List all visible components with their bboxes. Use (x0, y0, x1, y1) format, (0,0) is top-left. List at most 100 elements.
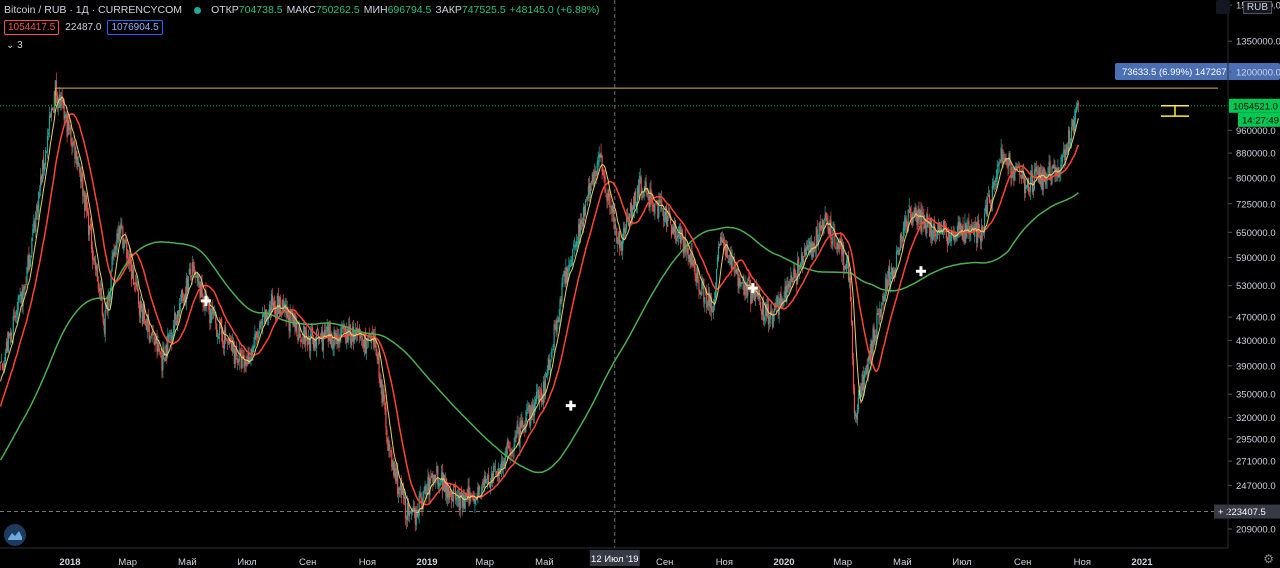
price-tick-label: 271000.0 (1236, 457, 1276, 468)
candle-body (173, 325, 175, 334)
candle-body (551, 351, 553, 353)
candle-body (831, 240, 833, 244)
candle-body (20, 293, 22, 297)
candle-body (72, 142, 74, 148)
indicators-toggle[interactable]: ⌄ 3 (6, 40, 23, 51)
candle-body (605, 194, 607, 197)
candle-body (979, 230, 981, 234)
candle-body (777, 296, 779, 313)
candle-body (639, 176, 641, 180)
measure-tag (1115, 63, 1280, 80)
candle-body (623, 228, 625, 241)
candle-body (844, 266, 846, 268)
candle-body (51, 108, 53, 110)
candle-body (88, 225, 91, 235)
candle-body (219, 322, 221, 336)
symbol-title[interactable]: Bitcoin / RUB · 1Д · CURRENCYCOM (4, 4, 183, 16)
candle-body (1033, 169, 1036, 190)
candle-body (788, 281, 790, 288)
candle-body (553, 324, 555, 348)
candle-body (422, 491, 424, 509)
candle-body (1065, 150, 1067, 161)
candle-body (73, 141, 75, 144)
candle-body (477, 487, 479, 499)
candle-body (534, 399, 537, 404)
candle-body (523, 426, 525, 428)
candle-body (531, 406, 533, 413)
candle-body (32, 228, 34, 236)
candle-body (807, 245, 810, 251)
candle-body (333, 329, 335, 349)
candle-body (529, 405, 531, 425)
settings-gear-icon[interactable]: ⚙ (1263, 552, 1274, 566)
candle-body (148, 324, 150, 341)
measure-label: 73633.5 (6.99%) 147267 (1122, 67, 1227, 78)
candle-body (177, 310, 180, 316)
candle-body (905, 218, 907, 228)
candle-body (1050, 182, 1052, 184)
candle-body (433, 476, 435, 486)
candle-body (541, 400, 544, 402)
candle-body (616, 228, 618, 243)
candle-body (31, 237, 33, 255)
candle-body (544, 379, 546, 397)
candle-body (186, 278, 188, 292)
candle-body (188, 268, 190, 275)
price-tick-label: 350000.0 (1236, 390, 1276, 401)
candle-body (774, 308, 776, 310)
candle-body (82, 173, 84, 196)
candle-body (908, 205, 910, 208)
candle-body (1, 364, 4, 370)
candle-body (57, 99, 59, 109)
candle-body (30, 255, 32, 259)
candle-body (444, 480, 447, 492)
candle-body (1040, 173, 1042, 185)
candle-body (242, 355, 244, 357)
candle-body (19, 294, 21, 296)
candle-body (36, 205, 38, 212)
candle-body (817, 238, 819, 245)
chart-corner-icon[interactable] (1216, 0, 1230, 14)
candle-body (975, 222, 977, 224)
candle-body (689, 254, 691, 264)
candle-body (830, 220, 832, 240)
candle-body (1077, 103, 1080, 106)
candle-body (402, 488, 405, 498)
candle-body (10, 332, 12, 343)
candle-body (452, 488, 455, 503)
candle-body (281, 300, 283, 310)
candle-body (384, 403, 386, 410)
candle-body (665, 206, 667, 221)
candle-body (824, 214, 826, 221)
cross-marker-icon (565, 400, 576, 411)
candle-body (321, 330, 323, 351)
candle-body (285, 305, 287, 318)
candle-body (244, 361, 246, 367)
candle-body (519, 421, 521, 448)
time-tick-label: 2021 (1131, 557, 1153, 568)
candle-body (1043, 167, 1045, 175)
candle-body (723, 242, 725, 246)
candle-body (1042, 169, 1044, 191)
candle-body (485, 476, 487, 484)
candle-body (71, 142, 73, 147)
currency-tag[interactable]: RUB (1242, 1, 1272, 14)
time-tick-label: Ноя (716, 557, 733, 568)
candle-body (397, 470, 399, 494)
candle-body (115, 244, 117, 249)
candle-body (235, 345, 237, 357)
candle-body (370, 335, 372, 344)
candle-body (749, 280, 751, 285)
candle-body (369, 337, 371, 342)
sell-price-button[interactable]: 1054417.5 (4, 20, 60, 35)
buy-price-button[interactable]: 1076904.5 (107, 20, 163, 35)
candle-body (322, 333, 324, 351)
price-tick-label: 650000.0 (1236, 228, 1276, 239)
candle-body (495, 471, 498, 474)
change-value: +48145.0 (+6.88%) (509, 4, 600, 16)
tradingview-logo-icon[interactable] (4, 524, 26, 546)
candle-body (18, 295, 20, 300)
candle-body (842, 245, 844, 257)
candle-body (667, 216, 669, 227)
